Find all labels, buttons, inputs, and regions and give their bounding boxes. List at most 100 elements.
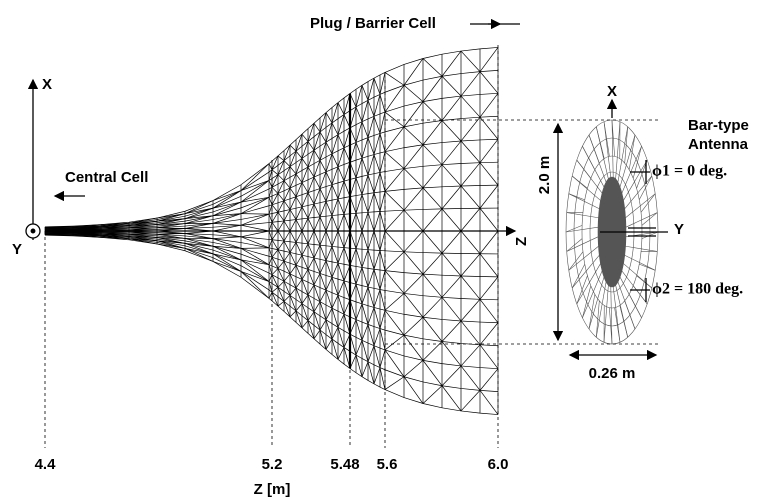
mesh-line	[240, 224, 270, 232]
mesh-line	[301, 255, 309, 270]
mesh-line	[295, 230, 303, 243]
mesh-line	[367, 100, 375, 117]
mesh-line	[289, 252, 297, 266]
mesh-line	[212, 261, 242, 272]
mesh-line	[331, 102, 339, 124]
mesh-line	[640, 193, 656, 213]
mesh-line	[379, 151, 386, 173]
mesh-line	[479, 276, 499, 300]
mesh-line	[349, 162, 357, 178]
mesh-line	[283, 301, 291, 317]
mesh-line	[441, 50, 462, 77]
mesh-line	[343, 265, 351, 282]
mesh-line	[337, 230, 345, 248]
mesh-line	[566, 238, 583, 252]
mesh-line	[271, 239, 279, 250]
mesh-line	[361, 100, 369, 122]
mesh-line	[571, 175, 588, 189]
mesh-line	[355, 303, 363, 320]
mesh-line	[355, 230, 363, 249]
mesh-line	[361, 340, 369, 362]
mesh-line	[460, 116, 481, 142]
mesh-line	[379, 367, 386, 390]
mesh-line	[479, 116, 499, 140]
mesh-line	[283, 273, 291, 282]
mesh-line	[313, 329, 321, 339]
mesh-line	[156, 237, 186, 239]
mesh-line	[422, 164, 443, 189]
mesh-line	[384, 230, 405, 253]
mesh-line	[367, 78, 375, 101]
mesh-line	[373, 94, 381, 117]
mesh-line	[355, 340, 363, 356]
mesh-line	[319, 245, 327, 261]
mesh-line	[361, 286, 369, 304]
mesh-line	[240, 213, 270, 215]
mesh-line	[367, 116, 375, 138]
mesh-line	[319, 112, 327, 133]
mesh-line	[403, 376, 424, 404]
mesh-line	[441, 252, 462, 277]
mesh-line	[307, 218, 315, 232]
mesh-line	[307, 257, 315, 270]
mesh-line	[603, 121, 612, 178]
mesh-line	[479, 230, 499, 254]
mesh-line	[212, 213, 242, 224]
mesh-line	[325, 230, 333, 247]
mesh-line	[301, 320, 309, 329]
mesh-line	[268, 222, 273, 232]
mesh-line	[379, 111, 386, 134]
mesh-line	[460, 365, 481, 391]
mesh-line	[100, 225, 130, 229]
mesh-line	[568, 193, 585, 201]
mesh-line	[295, 182, 303, 197]
mesh-line	[566, 212, 599, 219]
mesh-line	[582, 270, 603, 318]
mesh-line	[379, 230, 386, 251]
mesh-line	[325, 246, 333, 261]
mesh-line	[313, 257, 321, 274]
mesh-line	[128, 224, 158, 226]
mesh-line	[156, 223, 186, 225]
mesh-line	[331, 153, 339, 167]
mesh-line	[403, 126, 424, 145]
mesh-line	[367, 249, 375, 270]
mesh-line	[343, 299, 351, 315]
mesh-line	[184, 247, 214, 255]
mesh-line	[301, 243, 309, 256]
mesh-line	[422, 252, 443, 275]
mesh-line	[639, 263, 656, 271]
mesh-line	[184, 233, 214, 239]
z-tick: 5.2	[262, 456, 283, 473]
mesh-line	[337, 114, 345, 135]
mesh-line	[313, 131, 321, 151]
mesh-line	[319, 301, 327, 320]
mesh-line	[331, 262, 339, 278]
mesh-line	[128, 220, 158, 224]
mesh-line	[355, 267, 363, 285]
mesh-line	[422, 76, 443, 102]
mesh-line	[331, 277, 339, 296]
mesh-line	[268, 214, 273, 223]
mesh-line	[268, 187, 273, 198]
mesh-line	[44, 47, 499, 228]
mesh-line	[268, 239, 273, 248]
mesh-line	[384, 270, 405, 294]
mesh-line	[361, 85, 369, 101]
plug-label: Plug / Barrier Cell	[310, 15, 436, 32]
mesh-line	[307, 243, 315, 259]
mesh-line	[301, 269, 309, 280]
mesh-line	[379, 133, 386, 152]
ant-x: X	[607, 83, 617, 100]
mesh-line	[367, 269, 375, 288]
mesh-line	[325, 184, 333, 202]
mesh-line	[289, 144, 297, 152]
mesh-line	[403, 187, 424, 211]
mesh-line	[349, 106, 357, 128]
central-label: Central Cell	[65, 169, 148, 186]
mesh-line	[367, 212, 375, 232]
mesh-line	[268, 274, 273, 282]
mesh-line	[301, 141, 309, 159]
z-tick: 6.0	[488, 456, 509, 473]
mesh-line	[301, 206, 309, 219]
